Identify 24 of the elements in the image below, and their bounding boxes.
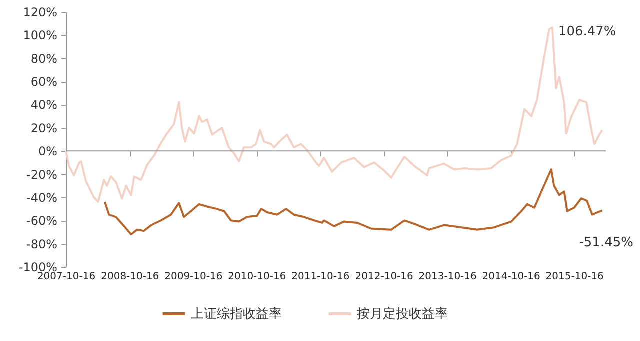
x-tick-label: 2012-10-16 (355, 272, 414, 282)
y-tick-label: 120% (23, 6, 58, 20)
x-tick-label: 2010-10-16 (228, 272, 286, 282)
x-tick-label: 2009-10-16 (164, 272, 223, 282)
y-tick-label: 40% (30, 98, 58, 112)
x-tick-label: 2013-10-16 (418, 272, 477, 282)
y-tick-label: -20% (26, 168, 58, 182)
y-tick-label: 100% (23, 28, 58, 43)
y-tick-label: -60% (26, 214, 58, 228)
x-tick-label: 2008-10-16 (101, 272, 160, 282)
legend-label: 按月定投收益率 (357, 306, 448, 322)
x-tick-label: 2015-10-16 (546, 272, 604, 282)
annotation: -51.45% (579, 236, 634, 251)
legend-label: 上证综指收益率 (191, 306, 282, 322)
y-tick-label: 20% (30, 121, 58, 136)
y-tick-label: 80% (30, 52, 58, 66)
x-tick-label: 2014-10-16 (482, 272, 540, 282)
y-tick-label: -40% (26, 190, 58, 205)
x-tick-label: 2011-10-16 (292, 272, 350, 282)
y-tick-label: 60% (30, 75, 58, 90)
y-tick-label: 0% (38, 144, 58, 159)
x-tick-label: 2007-10-16 (37, 272, 96, 282)
annotation: 106.47% (558, 24, 616, 40)
y-tick-label: -80% (26, 237, 58, 252)
